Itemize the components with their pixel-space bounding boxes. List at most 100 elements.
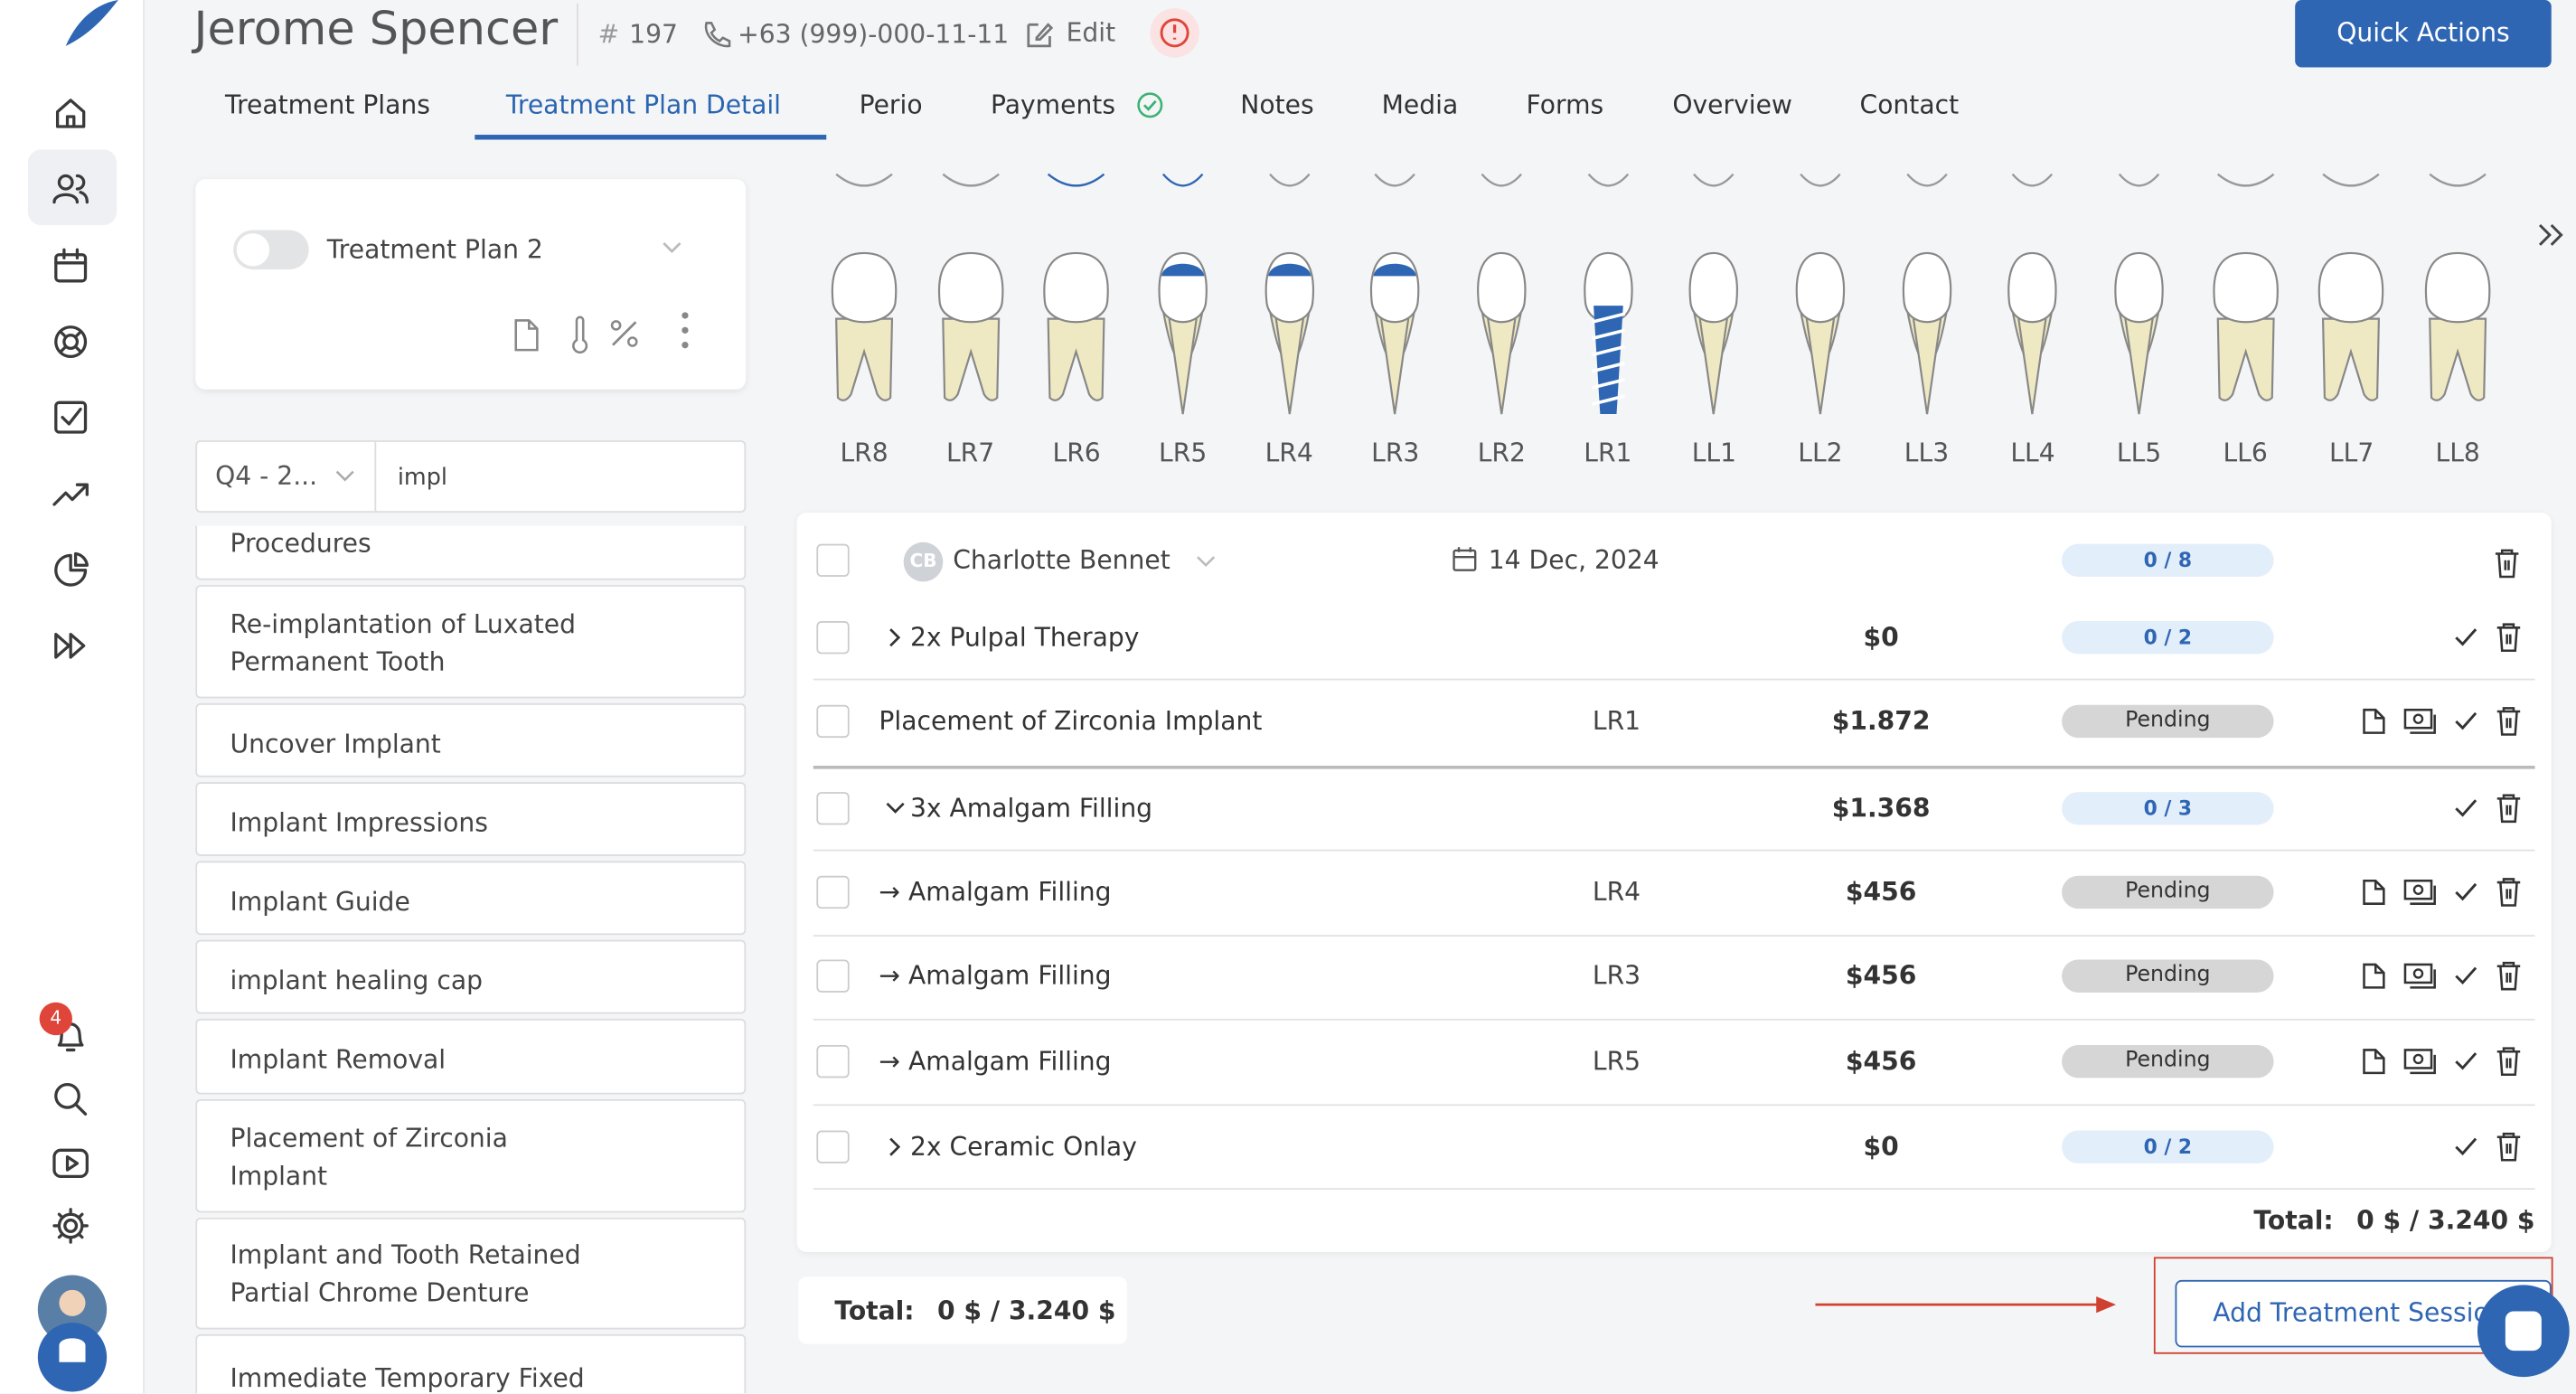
row-separator: [813, 1188, 2535, 1190]
video-icon[interactable]: [52, 1145, 89, 1182]
calendar-icon: [1453, 547, 1477, 571]
delete-icon[interactable]: [2496, 623, 2522, 653]
chat-widget[interactable]: [2477, 1285, 2570, 1377]
lower-tooth[interactable]: [830, 253, 898, 420]
delete-icon[interactable]: [2496, 707, 2522, 737]
document-icon[interactable]: [2363, 1049, 2385, 1075]
tooth-label: LR8: [815, 437, 914, 469]
delete-icon[interactable]: [2494, 549, 2520, 579]
lower-tooth[interactable]: [1263, 253, 1315, 420]
lower-tooth[interactable]: [1900, 253, 1952, 420]
lower-tooth[interactable]: [2112, 253, 2165, 420]
tab[interactable]: Overview: [1672, 89, 1792, 121]
nav-icon[interactable]: [52, 552, 89, 589]
lower-tooth[interactable]: [2211, 253, 2280, 420]
payment-icon[interactable]: [2403, 1049, 2436, 1075]
nav-icon[interactable]: [52, 95, 89, 131]
lower-tooth[interactable]: [2007, 253, 2059, 420]
tab[interactable]: Notes: [1240, 89, 1313, 121]
delete-icon[interactable]: [2496, 878, 2522, 908]
document-icon[interactable]: [2363, 879, 2385, 905]
procedure-item[interactable]: Implant Guide: [195, 861, 746, 935]
plan-doc-icon[interactable]: [512, 319, 539, 352]
procedure-list: ProceduresRe-implantation of Luxated Per…: [195, 526, 747, 1394]
procedure-item[interactable]: Placement of Zirconia Implant: [195, 1099, 746, 1212]
plan-temp-icon[interactable]: [570, 316, 590, 355]
lower-tooth[interactable]: [1582, 253, 1634, 420]
plan-dropdown[interactable]: [661, 240, 683, 256]
nav-icon[interactable]: [52, 248, 89, 284]
lower-tooth[interactable]: [1369, 253, 1422, 420]
delete-icon[interactable]: [2496, 961, 2522, 991]
edit-icon[interactable]: [1023, 20, 1053, 50]
procedure-item[interactable]: Re-implantation of Luxated Permanent Too…: [195, 585, 746, 698]
payment-icon[interactable]: [2403, 963, 2436, 989]
expand-toggle[interactable]: [888, 627, 904, 647]
approve-icon[interactable]: [2454, 966, 2477, 986]
chart-next[interactable]: [2536, 221, 2566, 248]
checkbox[interactable]: [816, 1045, 849, 1078]
edit[interactable]: Edit: [1067, 16, 1116, 49]
search-icon[interactable]: [52, 1081, 89, 1117]
plan-more-icon[interactable]: [679, 311, 692, 351]
tab[interactable]: Perio: [860, 89, 923, 121]
filter-dropdown[interactable]: [335, 470, 355, 484]
approve-icon[interactable]: [2454, 711, 2477, 731]
lower-tooth[interactable]: [1688, 253, 1740, 420]
procedure-item[interactable]: Uncover Implant: [195, 703, 746, 777]
checkbox[interactable]: [816, 621, 849, 654]
procedure-item[interactable]: Procedures: [195, 526, 746, 580]
tab[interactable]: Treatment Plans: [225, 89, 430, 121]
tab[interactable]: Media: [1382, 89, 1459, 121]
tooth-label: LL6: [2196, 437, 2295, 469]
approve-icon[interactable]: [2454, 798, 2477, 818]
tab[interactable]: Payments: [991, 89, 1115, 121]
lower-tooth[interactable]: [1475, 253, 1528, 420]
plan-percent-icon[interactable]: [609, 319, 639, 349]
document-icon[interactable]: [2363, 708, 2385, 734]
lower-tooth[interactable]: [935, 253, 1004, 420]
checkbox[interactable]: [816, 544, 849, 577]
checkbox[interactable]: [816, 1131, 849, 1163]
tab[interactable]: Contact: [1860, 89, 1960, 121]
procedure-item[interactable]: Implant Impressions: [195, 782, 746, 856]
delete-icon[interactable]: [2496, 794, 2522, 824]
lower-tooth[interactable]: [1042, 253, 1111, 420]
lower-tooth[interactable]: [2317, 253, 2385, 420]
checkbox[interactable]: [816, 876, 849, 909]
payment-icon[interactable]: [2403, 708, 2436, 734]
checkbox[interactable]: [816, 959, 849, 992]
lower-tooth[interactable]: [2423, 253, 2492, 420]
filter-select[interactable]: Q4 - 2...: [215, 460, 317, 493]
tab[interactable]: Treatment Plan Detail: [506, 89, 781, 121]
approve-icon[interactable]: [2454, 1137, 2477, 1157]
expand-toggle[interactable]: [888, 798, 904, 818]
tab[interactable]: Forms: [1527, 89, 1604, 121]
procedure-item[interactable]: Immediate Temporary Fixed: [195, 1334, 746, 1393]
delete-icon[interactable]: [2496, 1132, 2522, 1162]
expand-toggle[interactable]: [888, 1137, 904, 1157]
search-input[interactable]: impl: [398, 462, 447, 494]
settings-icon[interactable]: [52, 1208, 89, 1244]
dentist-dropdown[interactable]: [1196, 555, 1216, 569]
delete-icon[interactable]: [2496, 1047, 2522, 1077]
quick-actions[interactable]: Quick Actions: [2295, 0, 2552, 68]
payment-icon[interactable]: [2403, 879, 2436, 905]
approve-icon[interactable]: [2454, 627, 2477, 647]
nav-icon[interactable]: [52, 171, 89, 207]
lower-tooth[interactable]: [1157, 253, 1209, 420]
checkbox[interactable]: [816, 792, 849, 824]
lower-tooth[interactable]: [1794, 253, 1847, 420]
nav-icon[interactable]: [52, 400, 89, 436]
nav-icon[interactable]: [52, 324, 89, 360]
nav-icon[interactable]: [52, 476, 89, 513]
approve-icon[interactable]: [2454, 882, 2477, 902]
procedure-item[interactable]: implant healing cap: [195, 940, 746, 1014]
procedure-item[interactable]: Implant and Tooth Retained Partial Chrom…: [195, 1218, 746, 1330]
document-icon[interactable]: [2363, 963, 2385, 989]
checkbox[interactable]: [816, 705, 849, 738]
alert-icon[interactable]: [1150, 8, 1199, 58]
procedure-item[interactable]: Implant Removal: [195, 1019, 746, 1095]
approve-icon[interactable]: [2454, 1051, 2477, 1071]
nav-icon[interactable]: [52, 627, 89, 664]
